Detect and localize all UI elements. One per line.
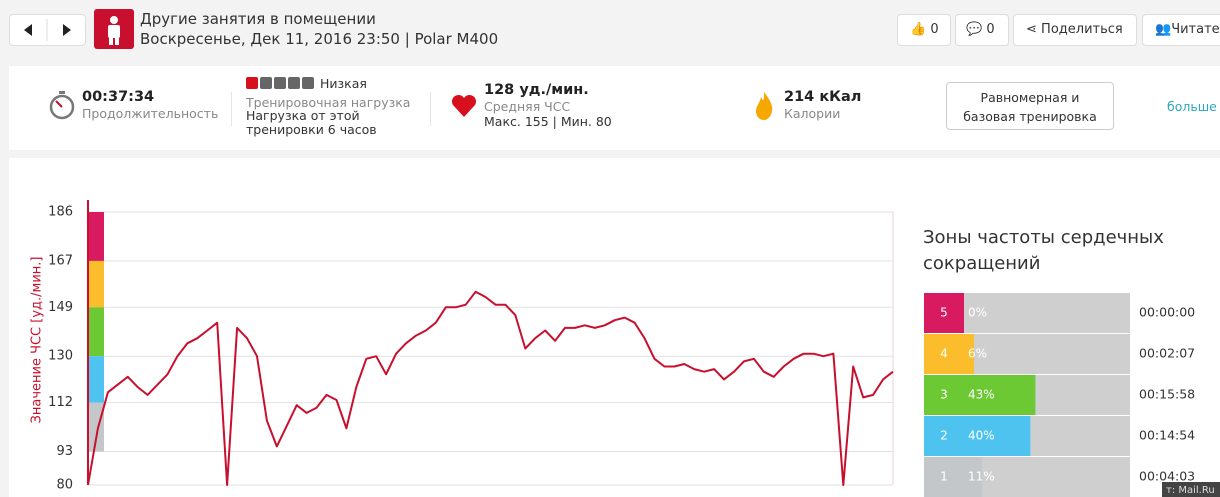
zone-percent: 6%	[968, 347, 987, 361]
flame-icon	[756, 92, 773, 120]
zone-fill	[924, 375, 1036, 415]
zone-number: 5	[940, 306, 948, 320]
zones-title-line: Зоны частоты сердечных	[923, 227, 1164, 248]
zone-band	[88, 260, 104, 308]
zones-title: Зоны частоты сердечных сокращений	[923, 227, 1164, 274]
zone-percent: 11%	[968, 470, 995, 484]
zone-time: 00:00:00	[1139, 305, 1195, 320]
summary-panel	[9, 66, 1220, 150]
load-note: Нагрузка от этой тренировки 6 часов	[246, 108, 377, 137]
activity-title: Другие занятия в помещении	[140, 10, 376, 28]
like-button[interactable]: 👍 0	[897, 14, 951, 46]
y-tick-label: 167	[48, 253, 73, 268]
zone-band	[88, 212, 104, 261]
comment-button[interactable]: 💬 0	[955, 14, 1009, 46]
zone-number: 2	[940, 429, 948, 443]
share-label: Поделиться	[1041, 22, 1123, 37]
zone-number: 1	[940, 470, 948, 484]
zone-percent: 43%	[968, 388, 995, 402]
zone-time: 00:15:58	[1139, 387, 1195, 402]
y-tick-label: 130	[48, 349, 73, 364]
zone-time: 00:04:03	[1139, 469, 1195, 484]
zone-time: 00:02:07	[1139, 346, 1195, 361]
more-link[interactable]: больше	[1167, 99, 1217, 114]
y-axis-label: Значение ЧСС [уд./мин.]	[30, 257, 45, 424]
zone-percent: 0%	[968, 306, 987, 320]
avg-hr: 128 уд./мин.	[484, 82, 589, 98]
zone-number: 3	[940, 388, 948, 402]
nav-buttons[interactable]	[9, 14, 86, 46]
calories-label: Калории	[784, 106, 841, 121]
zones-title-line: сокращений	[923, 253, 1040, 274]
y-tick-label: 149	[48, 300, 73, 315]
follow-label: Читате	[1171, 22, 1220, 37]
nav-arrows	[24, 19, 71, 41]
zone-fill	[924, 416, 1031, 456]
hr-range: Макс. 155 | Мин. 80	[484, 114, 612, 129]
zone-number: 4	[940, 347, 948, 361]
activity-date: Воскресенье, Дек 11, 2016 23:50 | Polar …	[140, 30, 499, 48]
zone-percent: 40%	[968, 429, 995, 443]
zone-band	[88, 356, 104, 403]
zone-time: 00:14:54	[1139, 428, 1195, 443]
y-tick-label: 80	[56, 478, 73, 493]
zone-band	[88, 402, 104, 452]
comment-count: 0	[986, 22, 995, 37]
y-tick-label: 186	[48, 205, 73, 220]
benefit-button[interactable]: Равномерная и базовая тренировка	[946, 82, 1114, 130]
zone-fill	[924, 334, 974, 374]
stopwatch-icon	[49, 91, 75, 120]
y-tick-label: 93	[56, 444, 73, 459]
heart-icon	[451, 94, 477, 117]
like-count: 0	[930, 22, 939, 37]
watermark: т: Mail.Ru	[1166, 485, 1215, 496]
watermark-bg	[1162, 482, 1220, 497]
y-tick-label: 112	[48, 395, 73, 410]
load-level: Низкая	[320, 76, 367, 91]
avg-hr-label: Средняя ЧСС	[484, 99, 571, 114]
follow-button[interactable]: 👥Читате	[1142, 14, 1220, 46]
load-label: Тренировочная нагрузка	[246, 95, 411, 110]
divider	[231, 92, 232, 126]
divider	[430, 92, 431, 126]
duration-label: Продолжительность	[82, 106, 219, 121]
duration: 00:37:34	[82, 89, 155, 105]
zone-fill	[924, 457, 983, 497]
zone-band	[88, 307, 104, 357]
calories: 214 кКал	[784, 89, 862, 105]
hr-line	[87, 290, 894, 486]
zone-fill	[924, 293, 964, 333]
share-button[interactable]: ⋖ Поделиться	[1013, 14, 1137, 46]
sport-icon	[94, 9, 134, 49]
load-indicator	[246, 77, 314, 89]
